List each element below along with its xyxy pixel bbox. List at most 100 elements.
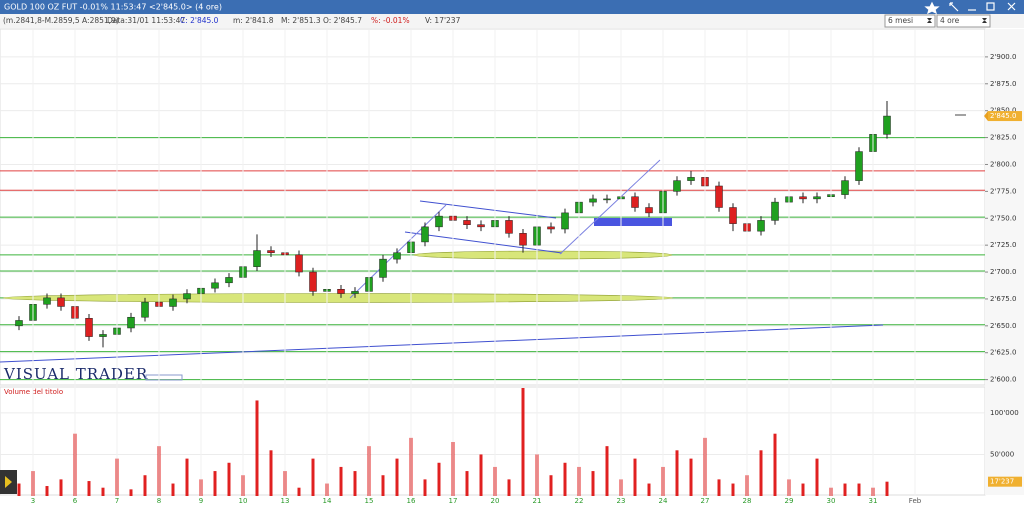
y-tick-label: 2'675.0 xyxy=(990,295,1016,303)
y-tick-label: 2'725.0 xyxy=(990,241,1016,249)
interval-arrow xyxy=(982,18,987,23)
x-tick-label: 8 xyxy=(157,497,161,505)
candle-body xyxy=(505,220,513,234)
info-bar xyxy=(0,14,1024,28)
volume-bar xyxy=(213,471,217,496)
candle-body xyxy=(841,180,849,195)
volume-bar xyxy=(857,483,861,496)
toggle-arrow xyxy=(5,476,12,488)
candle-body xyxy=(183,293,191,300)
info-range: (m.2841,8-M.2859,5 A:2851,9) xyxy=(3,16,119,25)
volume-bar xyxy=(227,462,231,496)
interval-select[interactable] xyxy=(936,14,991,28)
volume-bar xyxy=(437,462,441,496)
volume-bar xyxy=(269,450,273,496)
info-change: %: -0.01% xyxy=(371,16,410,25)
candle-body xyxy=(729,207,737,224)
interval-value: 4 ore xyxy=(940,16,960,25)
volume-title: Volume del titolo xyxy=(4,388,63,396)
last-price-label: 2'845.0 xyxy=(990,112,1016,120)
candle-body xyxy=(603,198,611,201)
volume-pane xyxy=(0,386,986,496)
resistance-box xyxy=(594,218,672,226)
candle-body xyxy=(855,151,863,181)
candle-body xyxy=(519,233,527,246)
volume-bar xyxy=(311,458,315,496)
x-tick-label: 27 xyxy=(701,497,710,505)
candle-body xyxy=(799,196,807,200)
watermark-box xyxy=(145,374,183,381)
volume-bar xyxy=(465,471,469,496)
candle-body xyxy=(169,298,177,307)
last-price-arrow xyxy=(984,111,988,122)
trend-line xyxy=(0,324,884,363)
volume-bar xyxy=(507,479,511,496)
candle-body xyxy=(687,177,695,181)
candle-body xyxy=(477,224,485,228)
window-controls[interactable] xyxy=(924,1,1016,15)
y-tick-label: 2'700.0 xyxy=(990,268,1016,276)
volume-bar xyxy=(185,458,189,496)
candle-body xyxy=(127,316,135,329)
volume-bar xyxy=(647,483,651,496)
candle-body xyxy=(309,271,317,292)
volume-bar xyxy=(717,479,721,496)
candle-body xyxy=(813,196,821,200)
maximize-button[interactable] xyxy=(986,2,995,11)
candle-body xyxy=(57,297,65,307)
period-select[interactable] xyxy=(884,14,936,28)
candle-body xyxy=(883,115,891,135)
x-tick-label: 16 xyxy=(407,497,416,505)
x-tick-label: 7 xyxy=(115,497,119,505)
candle-body xyxy=(351,291,359,294)
trend-line xyxy=(404,231,563,254)
candle-body xyxy=(141,301,149,318)
support-zone xyxy=(413,250,673,260)
volume-bar xyxy=(843,483,847,496)
volume-bar xyxy=(297,487,301,496)
close-button[interactable] xyxy=(1007,2,1016,11)
volume-bar xyxy=(395,458,399,496)
candle-body xyxy=(43,297,51,305)
x-tick-label: 29 xyxy=(785,497,794,505)
volume-bar xyxy=(675,450,679,496)
period-arrow xyxy=(927,18,932,23)
candle-body xyxy=(99,334,107,337)
volume-bar xyxy=(885,481,889,496)
x-tick-label: 21 xyxy=(533,497,542,505)
x-tick-label: 10 xyxy=(239,497,248,505)
volume-bar xyxy=(143,475,147,496)
x-tick-label: 9 xyxy=(199,497,203,505)
info-min: m: 2'841.8 xyxy=(233,16,274,25)
volume-bar xyxy=(689,458,693,496)
candle-body xyxy=(771,201,779,221)
volume-bar xyxy=(101,487,105,496)
volume-bar xyxy=(773,433,777,496)
last-volume-label: 17'237 xyxy=(990,478,1014,486)
watermark: VISUAL TRADER xyxy=(3,365,148,383)
info-close: C: 2'845.0 xyxy=(180,16,219,25)
price-axis-panel xyxy=(985,29,1024,495)
candle-body xyxy=(547,226,555,230)
candle-body xyxy=(85,318,93,337)
volume-bar xyxy=(815,458,819,496)
candle-body xyxy=(393,252,401,260)
volume-bar xyxy=(17,483,21,496)
y-tick-label: 2'650.0 xyxy=(990,322,1016,330)
candle-body xyxy=(757,220,765,232)
period-value: 6 mesi xyxy=(888,16,913,25)
x-tick-label: 13 xyxy=(281,497,290,505)
volume-bar xyxy=(353,471,357,496)
candle-body xyxy=(673,180,681,192)
tool-icon[interactable] xyxy=(949,2,959,12)
trend-lines xyxy=(0,159,884,363)
volume-bar xyxy=(45,486,49,496)
volume-bar xyxy=(731,483,735,496)
candle-body xyxy=(645,207,653,214)
volume-bar xyxy=(591,471,595,496)
favorite-icon[interactable] xyxy=(924,1,940,15)
y-tick-label: 2'625.0 xyxy=(990,349,1016,357)
y-tick-label: 2'800.0 xyxy=(990,160,1016,168)
x-tick-label: Feb xyxy=(909,497,922,505)
